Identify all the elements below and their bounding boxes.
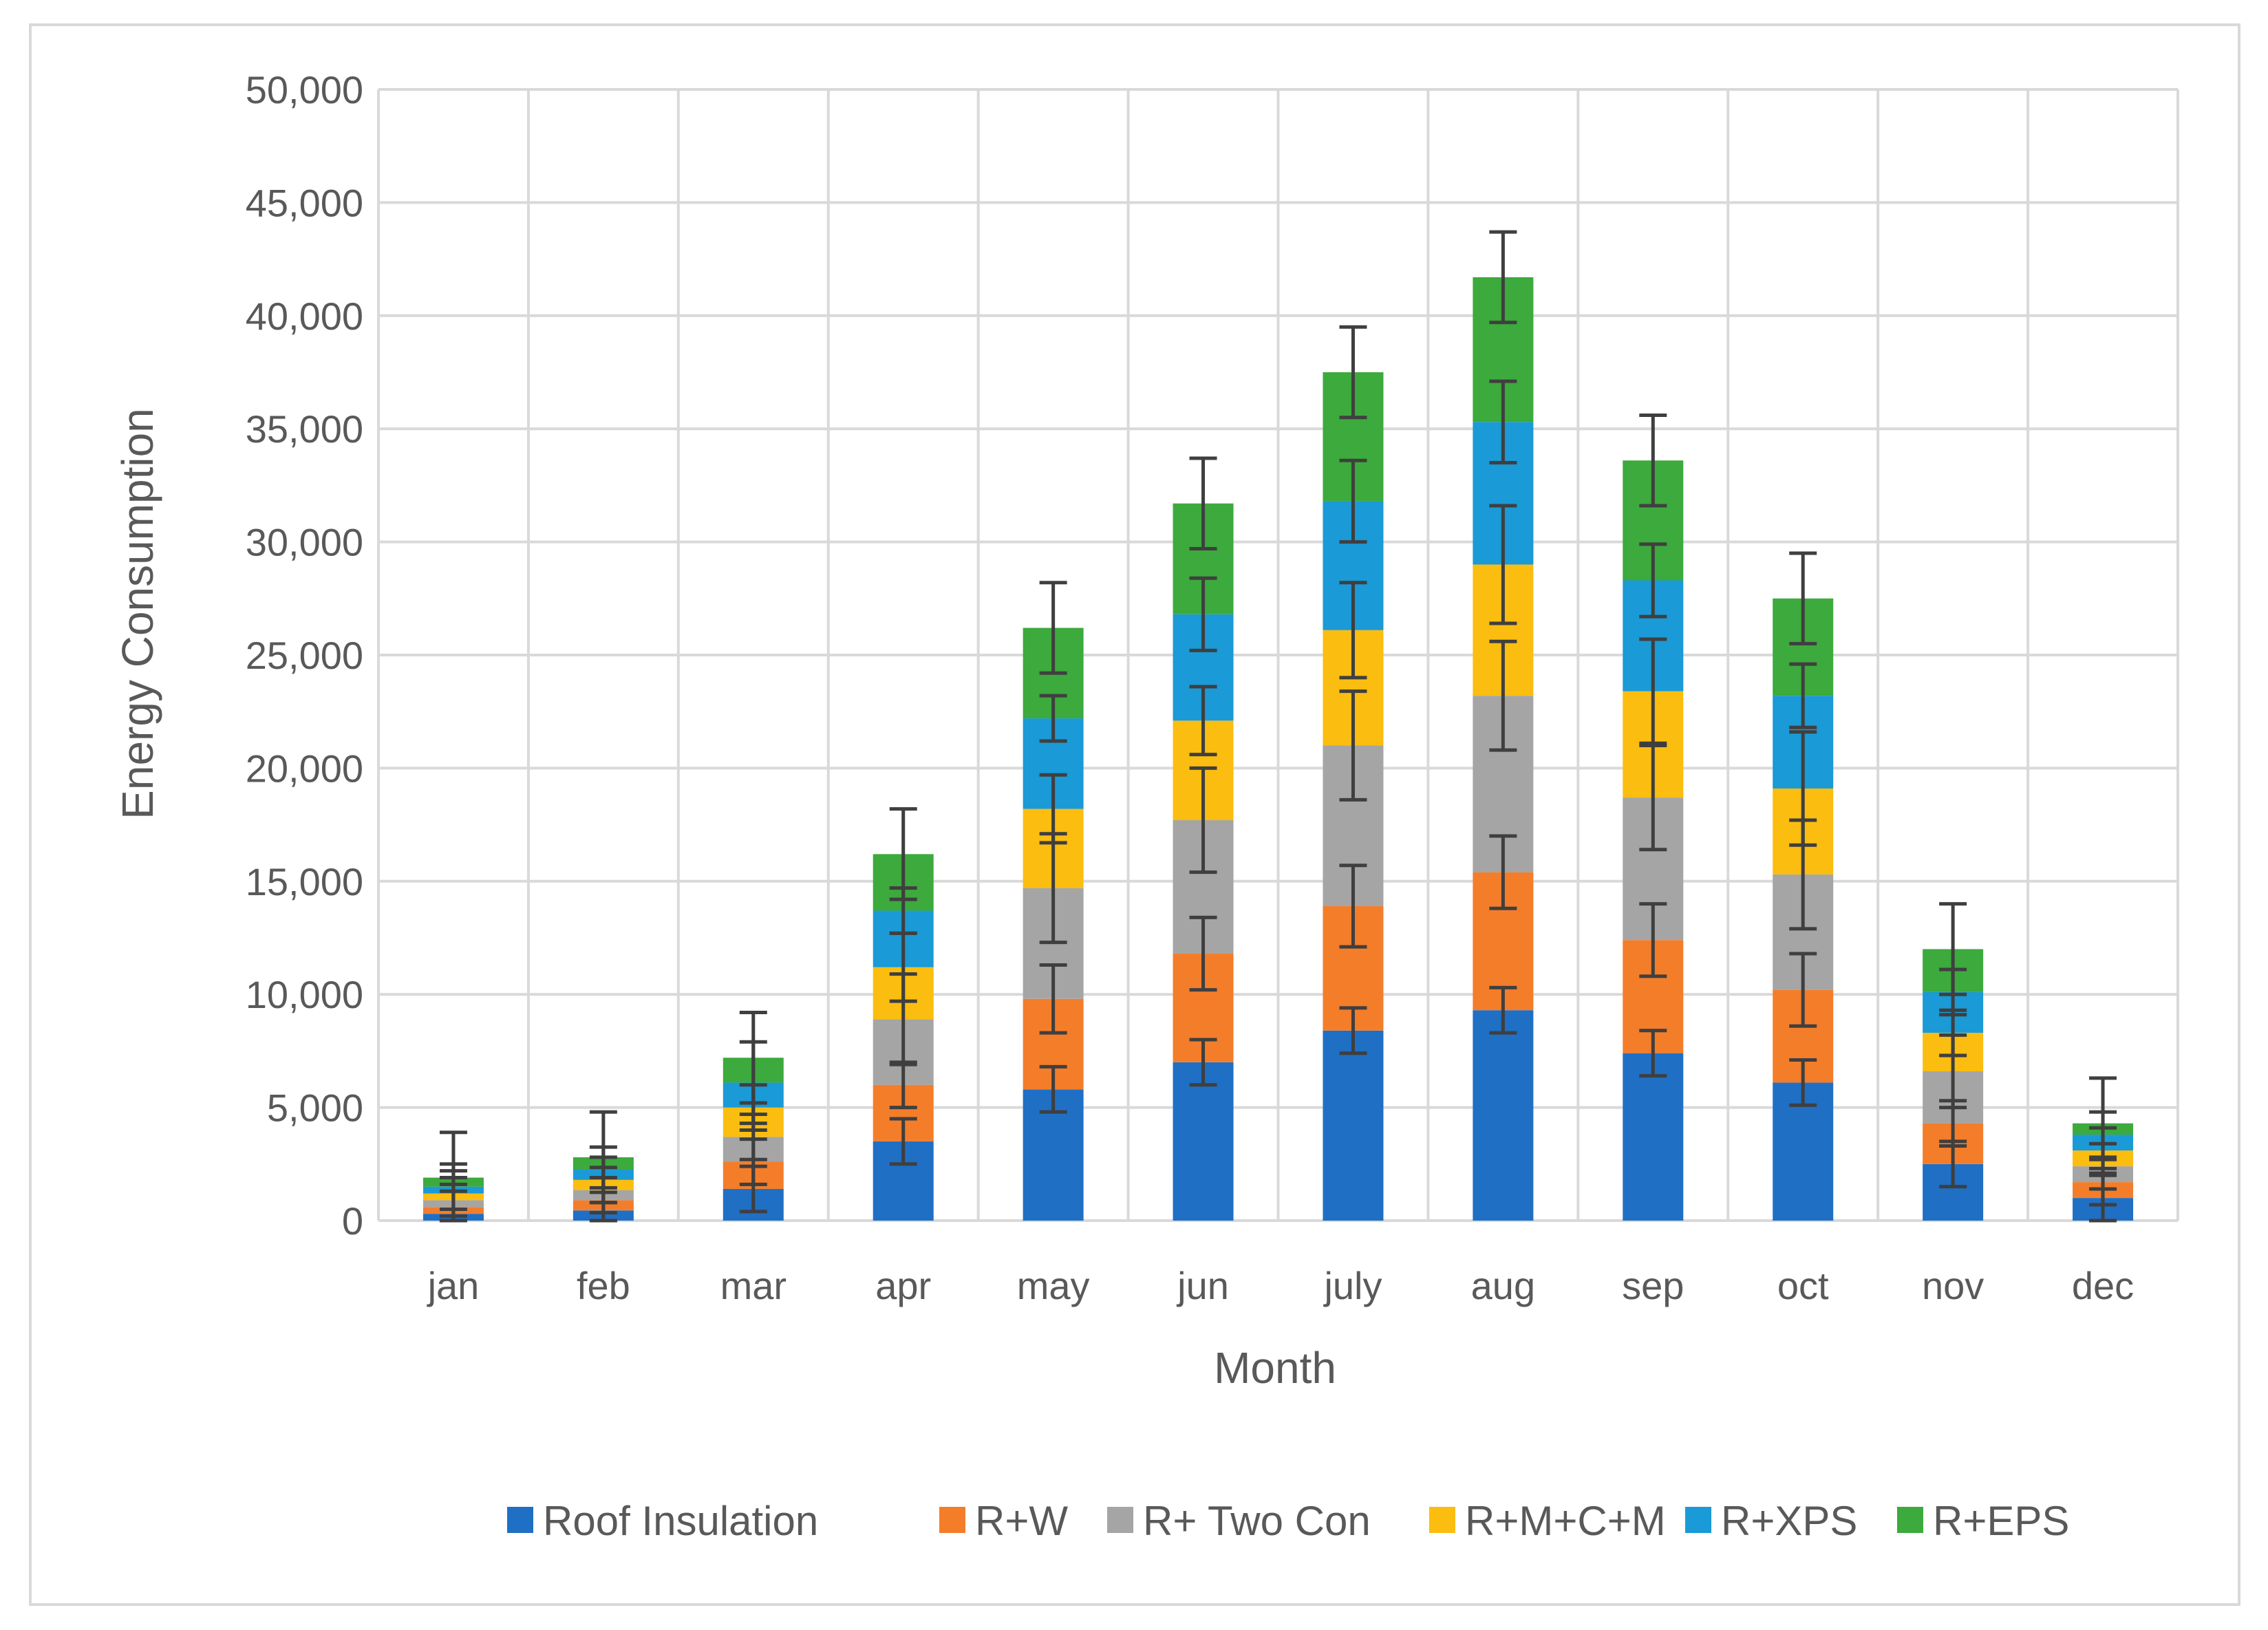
y-tick-label: 45,000 — [246, 181, 363, 224]
y-tick-label: 5,000 — [267, 1086, 363, 1130]
y-tick-label: 0 — [342, 1199, 363, 1243]
x-tick-label: jan — [427, 1264, 480, 1307]
y-tick-label: 15,000 — [246, 860, 363, 903]
x-tick-label: feb — [577, 1264, 630, 1307]
x-tick-label: aug — [1471, 1264, 1535, 1307]
legend-swatch — [1107, 1507, 1133, 1533]
y-tick-label: 50,000 — [246, 68, 363, 111]
legend-label: R+XPS — [1721, 1498, 1857, 1544]
y-tick-label: 40,000 — [246, 294, 363, 338]
bar-segment — [1323, 1030, 1384, 1221]
legend-label: R+EPS — [1933, 1498, 2069, 1544]
x-axis-title: Month — [1214, 1343, 1336, 1393]
error-bars — [439, 230, 2117, 1223]
x-tick-label: sep — [1622, 1264, 1684, 1307]
legend-label: R+ Two Con — [1143, 1498, 1371, 1544]
y-axis-title: Energy Consumption — [113, 408, 162, 819]
legend-label: R+W — [975, 1498, 1068, 1544]
y-tick-label: 10,000 — [246, 973, 363, 1016]
x-tick-label: july — [1323, 1264, 1382, 1307]
gridlines — [377, 88, 2179, 1222]
axis-ticks: 0 5,000 10,000 15,000 20,000 25,000 30,000 35,0… — [246, 68, 2134, 1307]
legend-label: R+M+C+M — [1465, 1498, 1666, 1544]
legend-label: Roof Insulation — [543, 1498, 818, 1544]
chart-frame — [29, 23, 2240, 1606]
x-tick-label: dec — [2072, 1264, 2134, 1307]
legend-swatch — [1685, 1507, 1711, 1533]
x-tick-label: mar — [720, 1264, 787, 1307]
x-tick-label: nov — [1922, 1264, 1984, 1307]
y-tick-label: 30,000 — [246, 521, 363, 564]
bar-segment — [1623, 1053, 1684, 1221]
legend-swatch — [507, 1507, 533, 1533]
legend-swatch — [1897, 1507, 1923, 1533]
x-tick-label: apr — [875, 1264, 931, 1307]
legend-swatch — [939, 1507, 965, 1533]
bar-segment — [1473, 1010, 1534, 1221]
y-tick-label: 20,000 — [246, 747, 363, 790]
legend-swatch — [1429, 1507, 1455, 1533]
y-tick-label: 25,000 — [246, 634, 363, 677]
x-tick-label: jun — [1176, 1264, 1229, 1307]
x-tick-label: oct — [1777, 1264, 1829, 1307]
y-tick-label: 35,000 — [246, 407, 363, 451]
legend: Roof Insulation R+W R+ Two Con R+M+C+M R+XPS… — [507, 1498, 2069, 1544]
x-tick-label: may — [1017, 1264, 1090, 1307]
bar-segment — [1173, 1062, 1234, 1221]
